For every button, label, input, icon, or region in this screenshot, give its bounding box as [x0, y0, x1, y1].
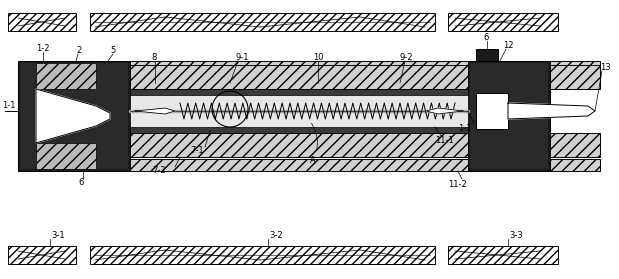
- Text: 6: 6: [483, 33, 488, 42]
- Text: 11-1: 11-1: [435, 136, 454, 145]
- Bar: [448, 246, 558, 264]
- Text: A: A: [310, 123, 318, 165]
- Bar: [448, 13, 558, 31]
- Text: 3-2: 3-2: [269, 231, 283, 240]
- Bar: [130, 61, 600, 73]
- Bar: [90, 13, 435, 31]
- Text: 6: 6: [78, 178, 84, 187]
- Polygon shape: [426, 108, 463, 114]
- Bar: [18, 61, 130, 171]
- Text: 2: 2: [76, 46, 81, 55]
- Text: 13: 13: [600, 63, 610, 72]
- Bar: [130, 65, 468, 89]
- Bar: [8, 246, 76, 264]
- Polygon shape: [36, 89, 110, 143]
- Bar: [90, 246, 435, 264]
- Bar: [130, 133, 468, 157]
- Bar: [470, 63, 548, 169]
- Bar: [8, 13, 76, 31]
- Bar: [130, 89, 468, 95]
- Bar: [36, 63, 96, 89]
- Text: 9-2: 9-2: [400, 53, 413, 62]
- Bar: [476, 93, 508, 129]
- Text: 3-1: 3-1: [51, 231, 64, 240]
- Text: 1-1: 1-1: [458, 124, 472, 133]
- Polygon shape: [135, 108, 175, 114]
- Bar: [550, 133, 600, 157]
- Polygon shape: [508, 103, 595, 119]
- Bar: [468, 61, 550, 171]
- Text: 7-2: 7-2: [152, 166, 166, 175]
- Text: 1-1: 1-1: [2, 101, 15, 110]
- Bar: [550, 65, 600, 89]
- Bar: [476, 49, 498, 61]
- Text: 7-1: 7-1: [190, 146, 204, 155]
- Text: 5: 5: [110, 46, 115, 55]
- Bar: [130, 95, 468, 127]
- Text: 3-3: 3-3: [509, 231, 523, 240]
- Text: 9-1: 9-1: [235, 53, 248, 62]
- Text: 11-2: 11-2: [448, 180, 467, 189]
- Bar: [20, 63, 128, 169]
- Text: 12: 12: [503, 41, 514, 50]
- Bar: [130, 127, 468, 133]
- Bar: [130, 159, 600, 171]
- Text: 1-2: 1-2: [36, 44, 50, 53]
- Text: 10: 10: [313, 53, 324, 62]
- Text: 8: 8: [151, 53, 157, 62]
- Bar: [36, 143, 96, 169]
